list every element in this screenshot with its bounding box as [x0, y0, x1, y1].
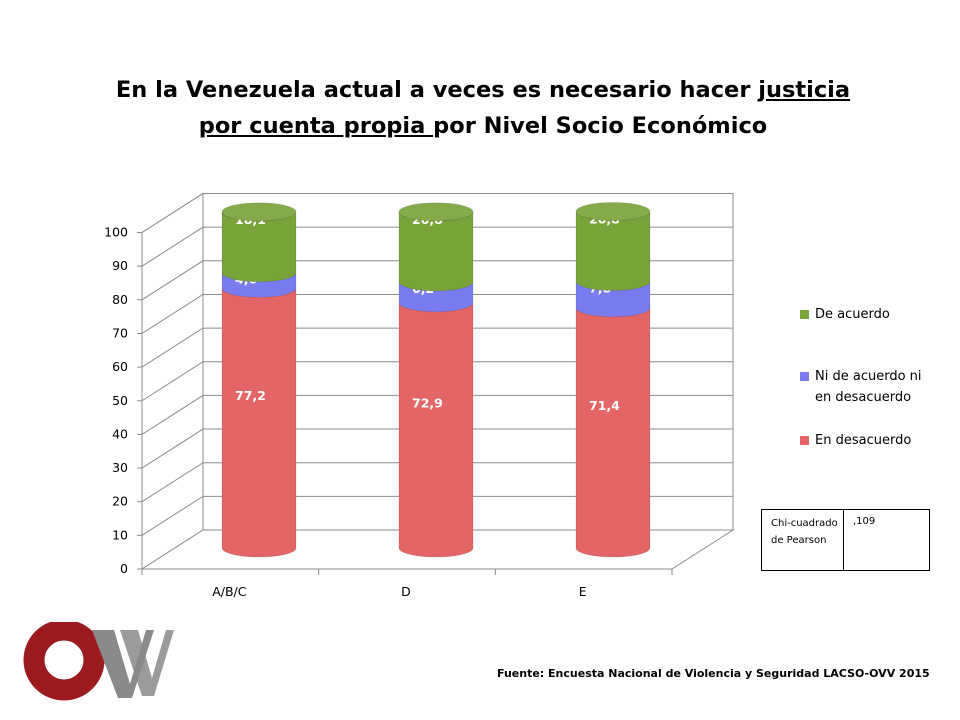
legend-label: De acuerdo	[815, 307, 890, 322]
title-part-3: por cuenta propia	[198, 113, 434, 139]
legend-swatch	[800, 372, 809, 381]
category-label: E	[579, 584, 587, 599]
title-part-2: justicia	[758, 77, 851, 103]
logo-vv-icon	[92, 630, 174, 698]
source-note: Fuente: Encuesta Nacional de Violencia y…	[497, 667, 930, 680]
legend-label: Ni de acuerdo ni en desacuerdo	[815, 369, 922, 405]
y-tick-label: 60	[112, 359, 128, 374]
bar-top-cap	[398, 202, 474, 222]
y-tick-label: 50	[112, 393, 128, 408]
chi-square-label-cell: Chi-cuadrado de Pearson	[762, 510, 844, 570]
gridline	[141, 260, 733, 301]
gridline	[141, 226, 733, 267]
title-part-1: En la Venezuela actual a veces es necesa…	[115, 77, 759, 103]
category-label: A/B/C	[212, 584, 247, 599]
gridline	[141, 327, 733, 368]
chi-square-value: ,109	[853, 516, 876, 527]
y-tick-label: 40	[112, 426, 128, 441]
chi-square-label: Chi-cuadrado de Pearson	[771, 518, 838, 546]
ovv-logo	[23, 622, 174, 701]
chi-square-table: Chi-cuadrado de Pearson ,109	[761, 509, 930, 571]
gridline	[141, 293, 733, 334]
bar-en-desacuerdo	[398, 302, 474, 558]
data-label: 77,2	[235, 388, 266, 403]
category-label: D	[401, 584, 411, 599]
bar-group-abc: 77,24,618,1	[221, 202, 297, 558]
y-tick-label: 80	[112, 292, 128, 307]
y-tick-label: 30	[112, 460, 128, 475]
gridline	[141, 495, 733, 536]
gridline	[141, 193, 733, 233]
y-tick-label: 100	[104, 225, 128, 240]
bar-en-desacuerdo	[221, 288, 297, 558]
bar-group-e: 71,47,820,8	[575, 202, 651, 558]
data-label: 71,4	[589, 398, 620, 413]
bar-group-d: 72,96,220,8	[398, 202, 474, 558]
y-tick-label: 10	[112, 527, 128, 542]
legend-label: En desacuerdo	[815, 433, 912, 448]
gridline	[141, 394, 733, 435]
bar-top-cap	[575, 202, 651, 221]
logo-o-icon	[23, 622, 105, 701]
gridline	[141, 361, 733, 402]
legend-swatch	[800, 310, 809, 319]
bar-top-cap	[221, 202, 297, 222]
legend-swatch	[800, 436, 809, 445]
data-label: 72,9	[412, 395, 443, 410]
gridline	[141, 462, 733, 503]
bar-en-desacuerdo	[575, 307, 651, 558]
gridline	[141, 428, 733, 469]
chart-title: En la Venezuela actual a veces es necesa…	[0, 72, 960, 144]
y-tick-label: 20	[112, 494, 128, 509]
y-tick-label: 0	[120, 561, 128, 576]
y-tick-label: 70	[112, 325, 128, 340]
y-tick-label: 90	[112, 258, 128, 273]
title-part-4: por Nivel Socio Económico	[433, 113, 768, 139]
